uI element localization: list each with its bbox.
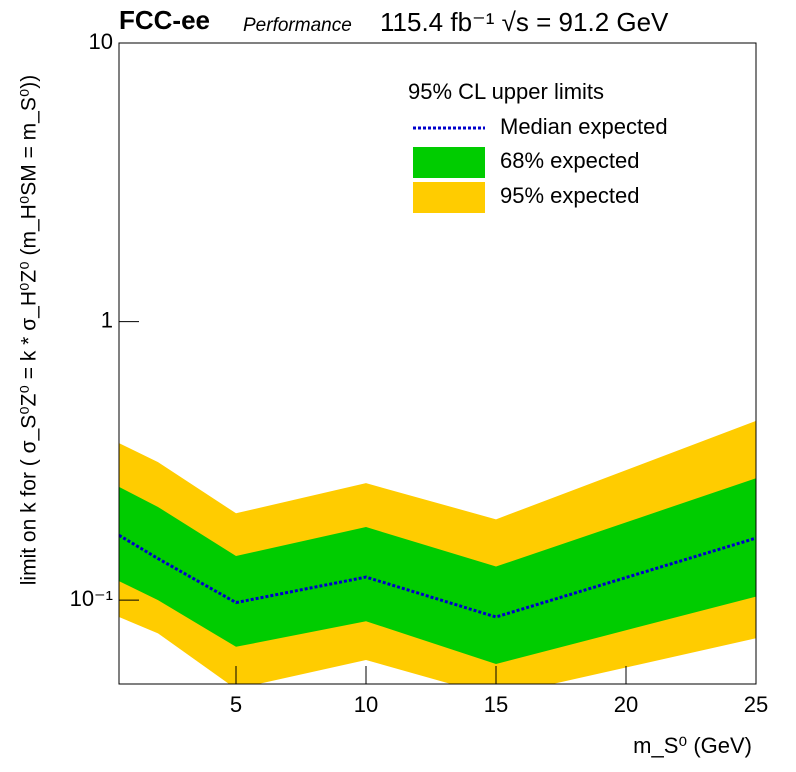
- plot-area: [119, 420, 756, 684]
- subtitle: Performance: [243, 15, 352, 36]
- legend-swatch: [413, 182, 485, 213]
- x-axis-label: m_S⁰ (GeV): [633, 733, 752, 758]
- y-tick-label: 10⁻¹: [70, 586, 113, 611]
- x-tick-label: 25: [744, 692, 768, 717]
- y-tick-label: 10: [89, 29, 113, 54]
- legend-swatch: [413, 147, 485, 178]
- legend-label: Median expected: [500, 114, 668, 139]
- y-axis-label: limit on k for ( σ_S⁰Z⁰ = k * σ_H⁰Z⁰ (m_…: [18, 75, 41, 586]
- x-tick-label: 5: [230, 692, 242, 717]
- legend-label: 95% expected: [500, 183, 639, 208]
- legend-label: 68% expected: [500, 148, 639, 173]
- x-tick-label: 15: [484, 692, 508, 717]
- band: [119, 478, 756, 664]
- plot-frame: [118, 42, 757, 685]
- y-tick-label: 1: [101, 307, 113, 332]
- x-tick-label: 10: [354, 692, 378, 717]
- legend-title: 95% CL upper limits: [408, 79, 604, 104]
- x-tick-label: 20: [614, 692, 638, 717]
- chart-title: FCC-ee: [119, 5, 210, 35]
- median-line: [119, 533, 756, 619]
- annotation: 115.4 fb⁻¹ √s = 91.2 GeV: [380, 7, 669, 37]
